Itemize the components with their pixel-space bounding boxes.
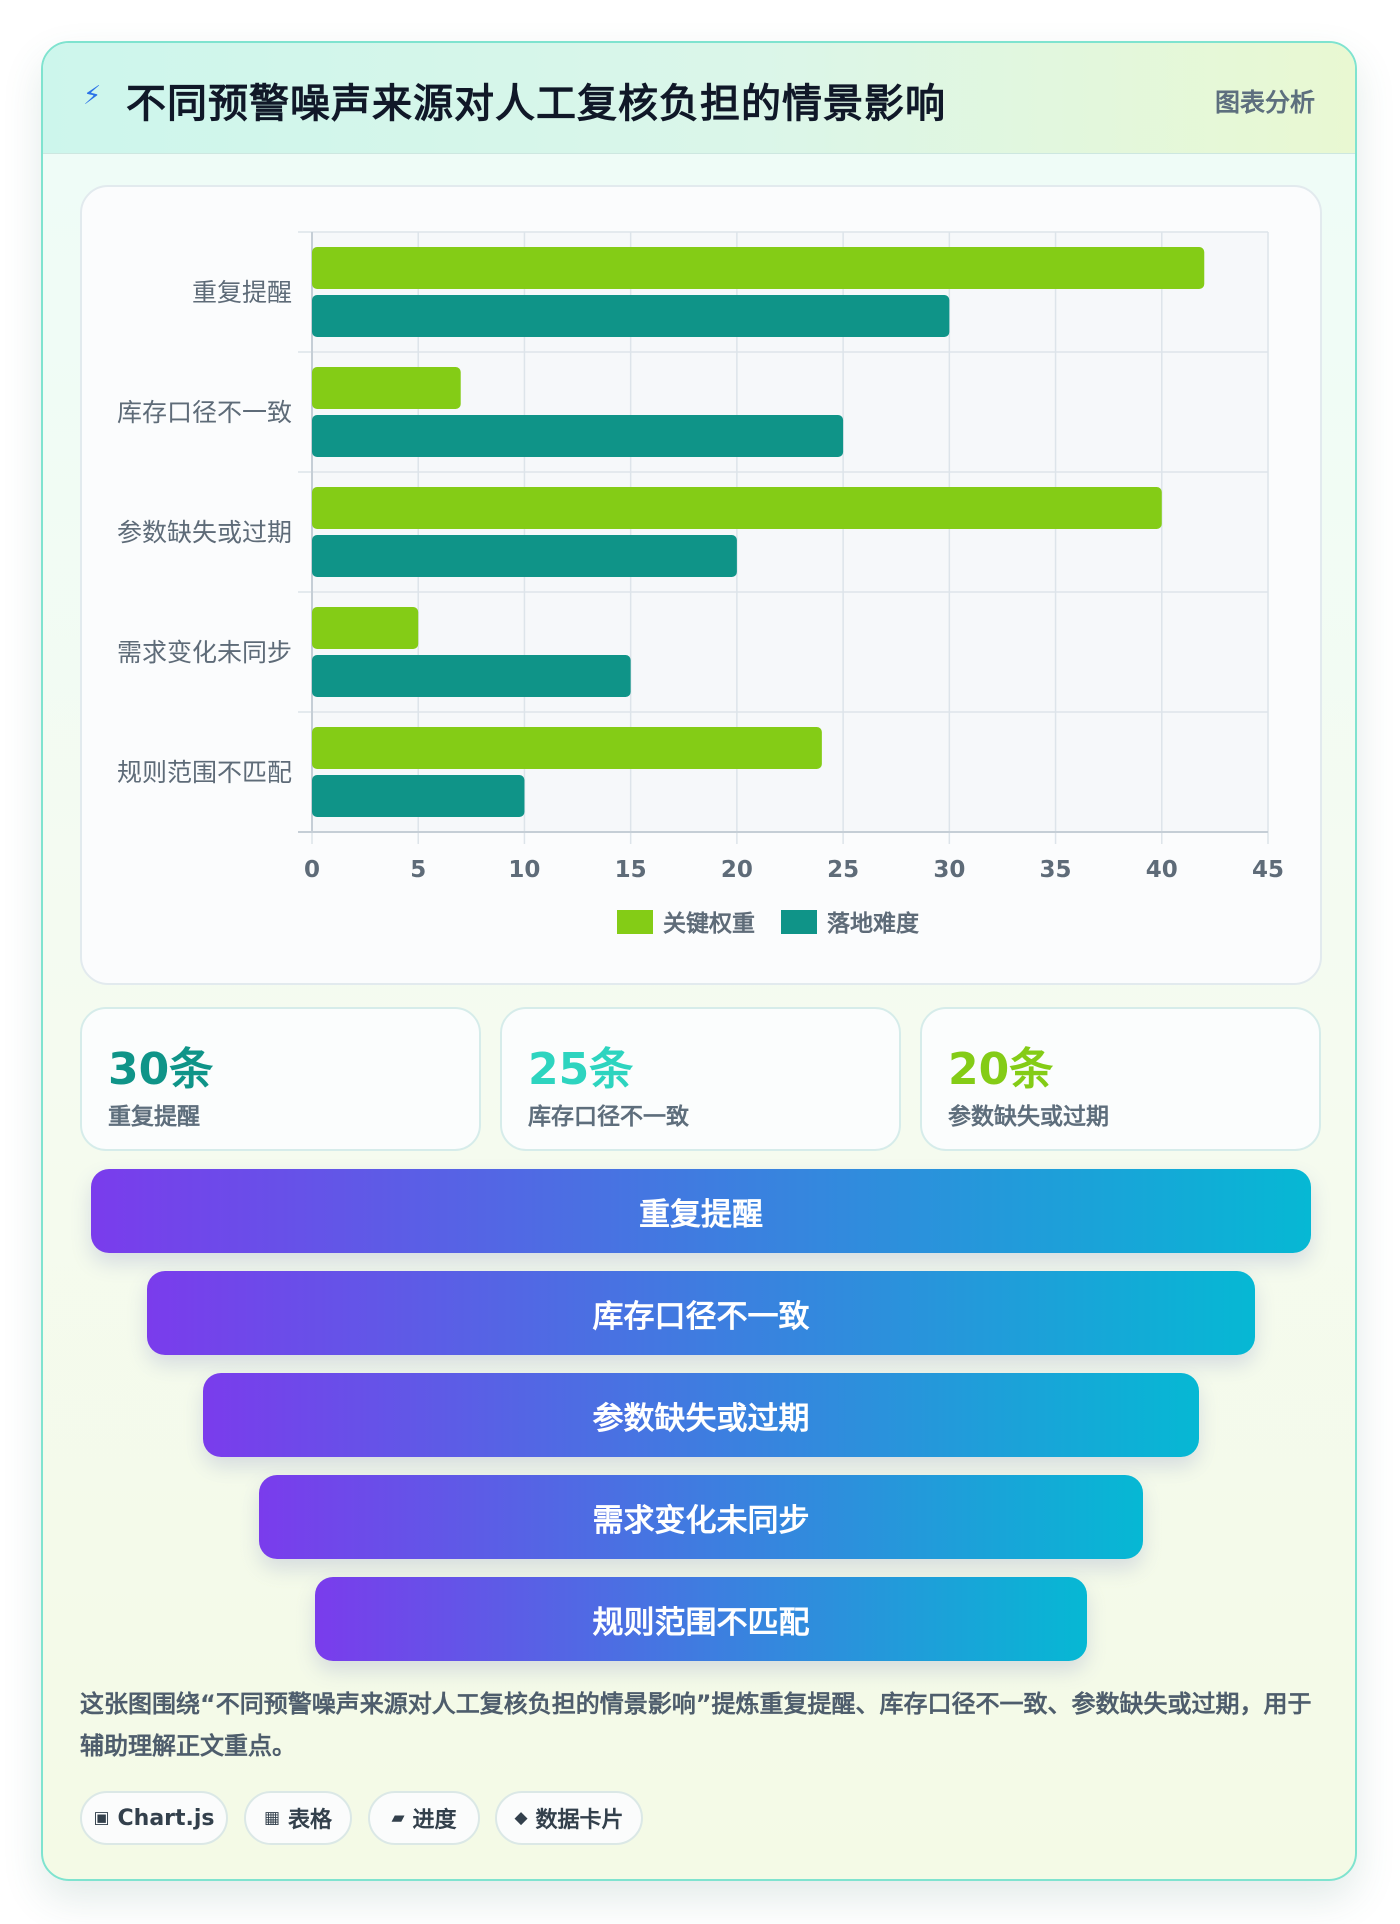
bar: [312, 607, 419, 649]
bar: [312, 487, 1162, 529]
bar: [312, 727, 822, 769]
tag-chartjs[interactable]: ▣ Chart.js: [80, 1791, 228, 1845]
funnel-step: 规则范围不匹配: [315, 1577, 1087, 1661]
tag-label: Chart.js: [117, 1805, 215, 1831]
page-title: 不同预警噪声来源对人工复核负担的情景影响: [126, 81, 946, 127]
tag-table[interactable]: ▦ 表格: [244, 1791, 352, 1845]
x-tick-label: 10: [508, 857, 540, 883]
tag-label: 进度: [412, 1808, 457, 1833]
stat-label: 库存口径不一致: [528, 1104, 689, 1130]
stat-value: 25条: [528, 1044, 634, 1095]
stat-card: 20条 参数缺失或过期: [920, 1007, 1321, 1151]
bar: [312, 415, 844, 457]
stat-value: 20条: [948, 1044, 1054, 1095]
x-tick-label: 35: [1040, 857, 1072, 883]
bar: [312, 655, 631, 697]
stat-value: 30条: [108, 1044, 214, 1095]
bar: [312, 295, 950, 337]
lightning-icon: ⚡: [83, 81, 102, 111]
chart-card: ⚡ 不同预警噪声来源对人工复核负担的情景影响 图表分析 0 5 10 15 20 25 30…: [41, 41, 1357, 1881]
funnel-step: 库存口径不一致: [147, 1271, 1255, 1355]
table-icon: ▦: [263, 1808, 281, 1828]
chart-icon: ▣: [93, 1808, 110, 1828]
legend-swatch: [781, 910, 817, 934]
y-tick-label: 需求变化未同步: [117, 638, 292, 667]
tag-label: 表格: [288, 1808, 333, 1833]
x-tick-label: 25: [827, 857, 859, 883]
y-tick-label: 重复提醒: [192, 278, 292, 307]
funnel-step: 参数缺失或过期: [203, 1373, 1199, 1457]
x-tick-label: 45: [1252, 857, 1284, 883]
y-tick-label: 参数缺失或过期: [117, 518, 292, 547]
stat-card: 25条 库存口径不一致: [500, 1007, 901, 1151]
x-tick-label: 40: [1146, 857, 1178, 883]
x-tick-label: 5: [410, 857, 426, 883]
bar: [312, 367, 461, 409]
tag-data-card[interactable]: ◆ 数据卡片: [495, 1791, 643, 1845]
card-header: ⚡ 不同预警噪声来源对人工复核负担的情景影响 图表分析: [43, 43, 1355, 154]
bar: [312, 247, 1205, 289]
legend-swatch: [617, 910, 653, 934]
tag-label: 数据卡片: [535, 1808, 624, 1833]
chart-panel: 0 5 10 15 20 25 30 35 40 45 重复提醒库存口径不一致 参数缺失或过期 需求变化…: [80, 185, 1322, 985]
header-tag: 图表分析: [1214, 88, 1315, 117]
funnel-step: 需求变化未同步: [259, 1475, 1143, 1559]
progress-icon: ▰: [391, 1808, 405, 1828]
bar: [312, 535, 737, 577]
legend-label: 关键权重: [663, 910, 755, 937]
tag-progress[interactable]: ▰ 进度: [368, 1791, 480, 1845]
bar-chart: 0 5 10 15 20 25 30 35 40 45 重复提醒库存口径不一致参数缺失或过期需求变化…: [117, 231, 1284, 937]
bar: [312, 775, 525, 817]
legend-label: 落地难度: [827, 910, 920, 937]
funnel-step: 重复提醒: [91, 1169, 1311, 1253]
diamond-icon: ◆: [514, 1808, 528, 1828]
x-tick-label: 20: [721, 857, 753, 883]
x-tick-label: 0: [304, 857, 320, 883]
y-tick-label: 库存口径不一致: [117, 398, 292, 427]
x-tick-label: 30: [933, 857, 965, 883]
description: 这张图围绕“不同预警噪声来源对人工复核负担的情景影响”提炼重复提醒、库存口径不一…: [80, 1690, 1312, 1760]
y-tick-label: 规则范围不匹配: [117, 758, 292, 787]
stat-label: 参数缺失或过期: [948, 1104, 1109, 1130]
stat-card: 30条 重复提醒: [80, 1007, 481, 1151]
x-tick-label: 15: [615, 857, 647, 883]
stat-label: 重复提醒: [108, 1104, 200, 1130]
